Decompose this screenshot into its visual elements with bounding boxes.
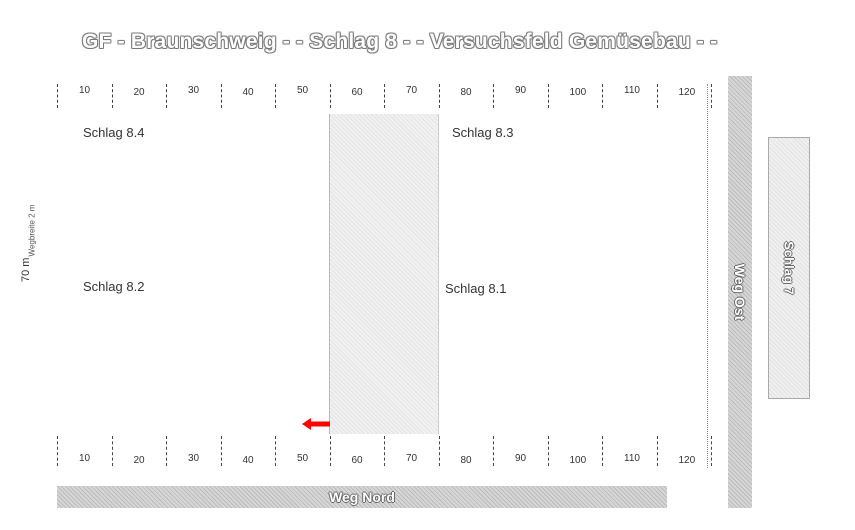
scale_bottom-label: 90 <box>515 453 527 464</box>
scale_bottom-tick <box>711 436 712 466</box>
scale_bottom-tick <box>547 436 549 466</box>
scale_bottom-tick <box>57 436 58 466</box>
scale_bottom-label: 110 <box>624 453 640 464</box>
road-north: Weg Nord <box>57 486 667 508</box>
scale_top-tick <box>384 84 385 108</box>
plot-label-8-2: Schlag 8.2 <box>83 279 145 294</box>
scale_bottom-label: 80 <box>460 455 472 466</box>
scale_top-label: 30 <box>188 85 200 96</box>
scale_bottom-label: 30 <box>188 453 200 464</box>
neighbour-plot-label: Schlag 7 <box>781 241 797 295</box>
scale_bottom-label: 40 <box>242 455 254 466</box>
scale_top-tick <box>329 84 331 108</box>
scale_top-tick <box>711 84 712 108</box>
scale_bottom-tick <box>493 436 494 466</box>
scale_top-tick <box>656 84 658 108</box>
scale_bottom-tick <box>329 436 331 466</box>
scale_top-tick <box>220 84 222 108</box>
scale_bottom-label: 100 <box>569 455 587 466</box>
scale_bottom-label: 50 <box>297 453 309 464</box>
scale_top-label: 70 <box>406 85 418 96</box>
scale_bottom-tick <box>275 436 276 466</box>
scale_top-label: 60 <box>351 87 363 98</box>
direction-arrow-icon <box>302 418 330 430</box>
scale_top-tick <box>166 84 167 108</box>
page-title: GF - Braunschweig - - Schlag 8 - - Versu… <box>82 30 718 53</box>
side-dimension: 70 m Wegbreite 2 m <box>6 205 66 282</box>
scale_top-label: 20 <box>133 87 145 98</box>
scale_bottom-label: 10 <box>79 453 91 464</box>
plot-label-8-1: Schlag 8.1 <box>445 281 507 296</box>
scale_top-tick <box>602 84 603 108</box>
scale_bottom-label: 120 <box>678 455 696 466</box>
scale_bottom-tick <box>384 436 385 466</box>
scale_top-tick <box>493 84 494 108</box>
scale_top-label: 40 <box>242 87 254 98</box>
field-length-label: 70 m <box>20 257 32 282</box>
road-east-label: Weg Ost <box>732 263 748 321</box>
scale_bottom-tick <box>656 436 658 466</box>
scale_bottom-tick <box>602 436 603 466</box>
scale_top-tick <box>57 84 58 108</box>
road-north-label: Weg Nord <box>329 489 395 505</box>
scale_bottom-label: 60 <box>351 455 363 466</box>
scale_top-label: 120 <box>678 87 696 98</box>
scale_top-label: 110 <box>624 85 640 96</box>
plot-label-8-3: Schlag 8.3 <box>452 125 514 140</box>
scale_top-tick <box>438 84 440 108</box>
plot-label-8-4: Schlag 8.4 <box>83 125 145 140</box>
scale_bottom-tick <box>438 436 440 466</box>
scale_top-label: 80 <box>460 87 472 98</box>
field-boundary-line <box>707 84 708 468</box>
scale_top-label: 50 <box>297 85 309 96</box>
neighbour-plot-7: Schlag 7 <box>768 137 810 399</box>
scale_bottom-label: 70 <box>406 453 418 464</box>
scale_top-label: 90 <box>515 85 527 96</box>
scale_bottom-tick <box>166 436 167 466</box>
scale_top-label: 10 <box>79 85 91 96</box>
scale_top-tick <box>111 84 113 108</box>
scale_bottom-tick <box>220 436 222 466</box>
scale_top-label: 100 <box>569 87 587 98</box>
path-width-note: Wegbreite 2 m <box>27 204 37 257</box>
scale_top-tick <box>547 84 549 108</box>
scale_bottom-tick <box>111 436 113 466</box>
center-path-strip <box>329 114 439 434</box>
road-east: Weg Ost <box>728 76 752 508</box>
scale_bottom-label: 20 <box>133 455 145 466</box>
scale_top-tick <box>275 84 276 108</box>
